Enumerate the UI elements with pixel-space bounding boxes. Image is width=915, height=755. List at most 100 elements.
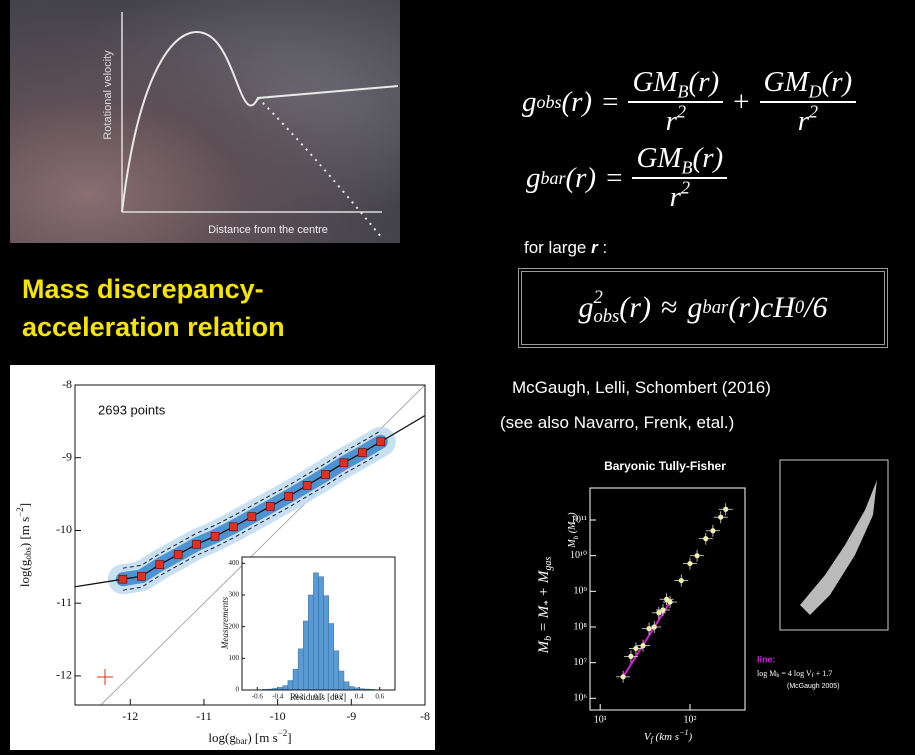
annotation: 2693 points <box>98 402 166 417</box>
x-tick-label: 0.4 <box>355 693 364 701</box>
label-part: log M <box>757 669 776 678</box>
histogram-bar <box>293 669 298 690</box>
galaxy-point <box>718 515 723 520</box>
eq-sup: 2 <box>681 177 690 197</box>
label-sup: −2 <box>278 728 288 738</box>
x-tick-label: -0.2 <box>293 693 305 701</box>
denominator: r2 <box>666 103 686 138</box>
y-tick-label: 400 <box>229 559 240 567</box>
binned-point <box>211 532 219 540</box>
y-tick-label: -12 <box>56 668 72 682</box>
histogram-bar <box>344 682 349 690</box>
histogram-bar <box>339 671 344 690</box>
galaxy-point <box>710 528 715 533</box>
binned-point <box>322 470 330 478</box>
galaxy-point <box>667 599 672 604</box>
x-tick-label: -12 <box>122 709 138 723</box>
binned-point <box>303 481 311 489</box>
plot-title: Baryonic Tully-Fisher <box>604 459 726 473</box>
rotation-curve <box>122 32 398 212</box>
eq-text: (r) <box>693 142 724 174</box>
x-tick-label: 0.6 <box>375 693 384 701</box>
rotation-figure: Rotational velocity Distance from the ce… <box>10 0 400 243</box>
numerator: GMD(r) <box>760 66 857 103</box>
histogram-bar <box>308 595 313 690</box>
galaxy-point <box>687 561 692 566</box>
mdar-plot: 2693 points log(gbar) [m s−2] log(gobs) … <box>10 365 435 750</box>
histogram-bar <box>324 596 329 690</box>
x-tick-label: 0.2 <box>335 693 344 701</box>
x-tick-label: -10 <box>270 709 286 723</box>
eq-sub: D <box>809 81 822 101</box>
galaxy-point <box>621 674 626 679</box>
inset-cloud <box>800 480 877 615</box>
eq-text: GM <box>764 66 809 98</box>
y-tick-label: 300 <box>229 591 240 599</box>
eq-sub: B <box>682 157 693 177</box>
binned-point <box>340 459 348 467</box>
eq-text: (r) <box>561 86 592 119</box>
axis-label: Rotational velocity <box>102 50 114 140</box>
label-part: ) [m s <box>17 517 32 547</box>
galaxy-point <box>723 507 728 512</box>
binned-point <box>229 523 237 531</box>
galaxy-point <box>628 654 633 659</box>
numerator: GMB(r) <box>632 142 727 179</box>
label-part: ) [m s <box>247 730 277 745</box>
histogram-bar <box>303 621 308 690</box>
label-part: = 4 log V <box>779 669 812 678</box>
histogram-bar <box>329 624 334 691</box>
note-ref: (McGaugh 2005) <box>787 683 840 690</box>
y-tick-label: -8 <box>62 377 72 391</box>
label-part: ] <box>17 503 32 507</box>
label-part: + 1.7 <box>814 669 833 678</box>
label-part: log(g <box>17 559 32 587</box>
slide-title: Mass discrepancy- acceleration relation <box>22 270 285 346</box>
title-line: acceleration relation <box>22 308 285 346</box>
note-line: line: <box>757 654 776 664</box>
label-part: ) <box>687 731 692 743</box>
eq-text: r <box>798 105 809 137</box>
x-tick-label: -11 <box>196 709 212 723</box>
condition-text: : <box>598 238 607 257</box>
eq-text: (r)cH <box>728 291 795 325</box>
fraction: GMD(r)r2 <box>760 66 857 138</box>
binned-point <box>119 575 127 583</box>
label-sub: obs <box>23 547 33 560</box>
eq-op: = <box>606 162 622 195</box>
rotation-image: Rotational velocity Distance from the ce… <box>10 0 400 243</box>
histogram-bar <box>319 577 324 690</box>
x-tick-label: 10² <box>683 714 696 725</box>
eq-text: g <box>578 291 593 325</box>
histogram-bar <box>283 686 288 690</box>
x-tick-label: -0.6 <box>252 693 264 701</box>
binned-point <box>377 438 385 446</box>
y-tick-label: 10⁷ <box>574 657 588 668</box>
slide: Rotational velocity Distance from the ce… <box>0 0 915 755</box>
eq-op: + <box>733 86 749 119</box>
eq-sup: 2 <box>809 101 818 121</box>
eq-text: g <box>687 291 702 325</box>
condition: for large r : <box>524 238 607 258</box>
equation: g2obs(r) ≈ gbar(r)cH0/6 <box>578 289 827 326</box>
label-sup: −2 <box>15 507 25 517</box>
galaxy-point <box>679 578 684 583</box>
eq-text: (r) <box>565 162 596 195</box>
label-sup: −1 <box>679 728 688 737</box>
eq-sup: 2 <box>677 101 686 121</box>
eq-text: r <box>670 181 681 213</box>
label-part: = M <box>536 604 552 636</box>
x-tick-label: 10¹ <box>594 714 607 725</box>
galaxy-point <box>640 643 645 648</box>
binned-point <box>285 492 293 500</box>
y-tick-label: -11 <box>56 595 72 609</box>
y-tick-label: 10⁸ <box>574 621 588 632</box>
keplerian-curve <box>258 98 382 238</box>
x-tick-label: -0.4 <box>272 693 284 701</box>
title-line: Mass discrepancy- <box>22 270 285 308</box>
y-tick-label: 10¹¹ <box>571 514 587 525</box>
eq-text: GM <box>632 66 677 98</box>
